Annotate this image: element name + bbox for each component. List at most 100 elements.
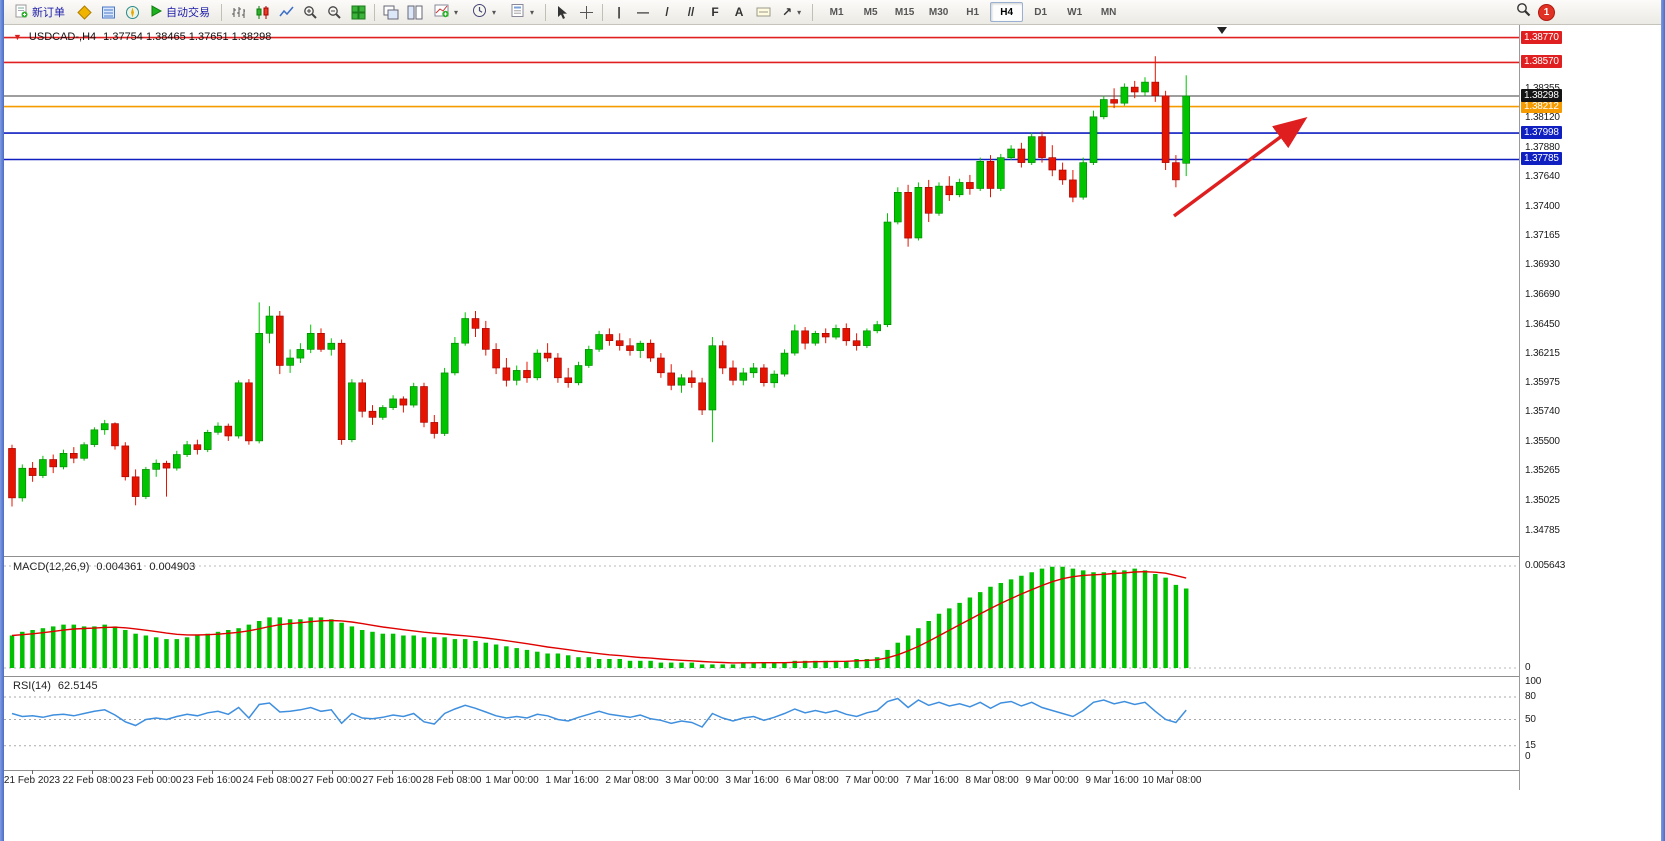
candle <box>893 192 902 223</box>
rsi-panel[interactable] <box>4 677 1519 770</box>
time-label: 7 Mar 00:00 <box>845 775 899 786</box>
candle <box>378 407 387 418</box>
label-tool-icon[interactable] <box>752 2 774 22</box>
new-order-button[interactable]: 新订单 <box>8 1 71 23</box>
equidistant-channel-icon[interactable]: // <box>687 5 695 19</box>
tf-button-w1[interactable]: W1 <box>1067 6 1083 18</box>
macd-axis-label: 0 <box>1525 662 1531 673</box>
time-label: 3 Mar 00:00 <box>665 775 719 786</box>
toolbar-right-group: 1 <box>1516 0 1555 24</box>
chart-shift-marker[interactable] <box>1217 27 1227 34</box>
tf-button-m1[interactable]: M1 <box>829 6 844 18</box>
price-level-label: 1.38570 <box>1521 55 1562 69</box>
crosshair-icon[interactable] <box>575 2 597 22</box>
candle <box>667 372 676 386</box>
data-window-icon[interactable] <box>97 2 119 22</box>
candle <box>111 423 119 447</box>
time-label: 1 Mar 00:00 <box>485 775 539 786</box>
candle <box>368 410 377 418</box>
candle <box>409 386 418 406</box>
rsi-label: RSI(14) 62.5145 <box>13 680 98 692</box>
time-tick <box>392 770 393 774</box>
candle <box>255 332 263 442</box>
candle <box>1130 86 1139 93</box>
bar-chart-icon[interactable] <box>227 2 249 22</box>
candle <box>275 315 284 366</box>
zoom-out-icon[interactable] <box>323 2 345 22</box>
time-label: 22 Feb 08:00 <box>62 775 122 786</box>
shapes-button[interactable]: ↗ ▾ <box>776 1 807 23</box>
notification-badge[interactable]: 1 <box>1538 3 1555 21</box>
autotrading-button[interactable]: 自动交易 <box>145 1 216 23</box>
candle <box>780 352 789 375</box>
fibonacci-icon[interactable]: F <box>711 5 719 19</box>
candle <box>1182 95 1190 164</box>
zoom-in-icon[interactable] <box>299 2 321 22</box>
panel-separator[interactable] <box>4 556 1569 557</box>
price-tick: 1.35500 <box>1525 436 1560 448</box>
new-order-icon <box>14 4 28 21</box>
price-axis[interactable]: 1.38355 1.38120 1.37880 1.37640 1.37400 1.371… <box>1520 24 1569 790</box>
periods-button[interactable]: ▾ <box>466 1 502 23</box>
line-chart-icon[interactable] <box>275 2 297 22</box>
candle <box>162 462 171 469</box>
search-icon[interactable] <box>1516 2 1531 22</box>
panel-separator[interactable] <box>4 676 1569 677</box>
text-tool-icon[interactable]: A <box>734 5 744 19</box>
candle <box>28 467 37 476</box>
time-label: 23 Feb 00:00 <box>122 775 182 786</box>
macd-value-main: 0.004361 <box>96 561 143 573</box>
tf-button-m5[interactable]: M5 <box>863 6 878 18</box>
vertical-line-icon[interactable]: | <box>617 5 621 19</box>
cursor-icon[interactable] <box>551 2 573 22</box>
candle <box>234 382 243 437</box>
trendline-icon[interactable]: / <box>665 5 669 19</box>
candle <box>193 444 202 450</box>
candle <box>1079 162 1087 198</box>
indicators-button[interactable]: ▾ <box>428 1 464 23</box>
candle <box>348 382 356 440</box>
time-label: 27 Feb 16:00 <box>362 775 422 786</box>
candle <box>1151 81 1160 96</box>
tf-button-m15[interactable]: M15 <box>894 6 915 18</box>
candle <box>966 182 974 189</box>
price-tick: 1.36930 <box>1525 259 1560 271</box>
candle <box>615 340 624 346</box>
time-tick <box>1052 770 1053 774</box>
tf-button-m30[interactable]: M30 <box>928 6 949 18</box>
price-level-label: 1.38212 <box>1521 99 1562 113</box>
symbol-marker-icon: ▼ <box>13 32 22 42</box>
time-tick <box>632 770 633 774</box>
macd-panel[interactable] <box>4 557 1519 676</box>
tile-windows-icon[interactable] <box>347 2 369 22</box>
candle <box>142 469 150 497</box>
candle <box>718 345 727 369</box>
navigator-icon[interactable] <box>121 2 143 22</box>
tf-button-h4[interactable]: H4 <box>990 2 1024 22</box>
candlestick-chart-icon[interactable] <box>251 2 273 22</box>
horizontal-line-icon[interactable]: — <box>637 5 650 19</box>
trend-arrow-annotation[interactable] <box>1172 116 1308 218</box>
candle <box>554 357 562 379</box>
tf-button-h1[interactable]: H1 <box>966 6 980 18</box>
candle <box>440 372 449 434</box>
time-axis[interactable]: 21 Feb 2023 22 Feb 08:00 23 Feb 00:00 23 Fe… <box>4 770 1519 790</box>
main-chart-canvas[interactable] <box>4 24 1519 556</box>
tf-button-d1[interactable]: D1 <box>1034 6 1048 18</box>
symbol-title: USDCAD-,H4 <box>28 31 97 43</box>
templates-button[interactable]: ▾ <box>504 1 540 23</box>
candle <box>1089 116 1098 163</box>
time-label: 27 Feb 00:00 <box>302 775 362 786</box>
tile-vertical-icon[interactable] <box>404 2 426 22</box>
cascade-windows-icon[interactable] <box>380 2 402 22</box>
time-tick <box>92 770 93 774</box>
candle <box>687 377 696 383</box>
toolbar-separator <box>545 3 547 21</box>
new-order-label: 新订单 <box>32 7 65 19</box>
market-watch-icon[interactable] <box>73 2 95 22</box>
price-tick: 1.36690 <box>1525 288 1560 300</box>
price-tick: 1.37400 <box>1525 201 1560 213</box>
panel-separator <box>4 770 1569 771</box>
candle <box>121 445 130 478</box>
tf-button-mn[interactable]: MN <box>1100 6 1117 18</box>
